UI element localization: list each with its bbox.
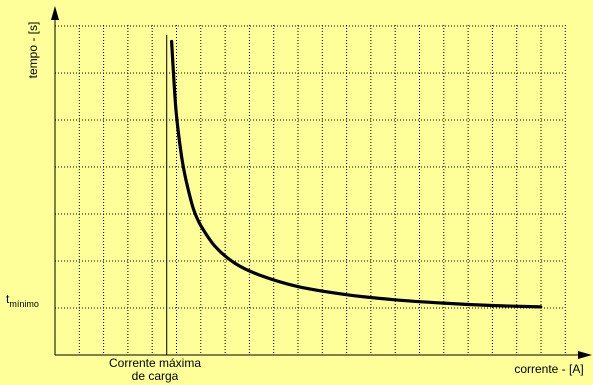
y-axis-label: tempo - [s] (26, 22, 40, 79)
x-axis-arrow (578, 351, 592, 359)
x-marker-label-line1: Corrente máxima (109, 356, 201, 370)
x-marker-label-line2: de carga (132, 369, 179, 383)
y-axis-arrow (51, 6, 59, 20)
y-marker-label-main: t (6, 292, 10, 306)
y-marker-label: tmínimo (6, 292, 39, 309)
axes (51, 6, 592, 359)
series (170, 39, 543, 309)
x-axis-label: corrente - [A] (514, 362, 583, 376)
labels: tempo - [s] corrente - [A] Corrente máxi… (6, 22, 584, 383)
grid (55, 25, 566, 355)
y-marker-label-sub: mínimo (9, 299, 39, 309)
time-current-curve (170, 39, 543, 309)
